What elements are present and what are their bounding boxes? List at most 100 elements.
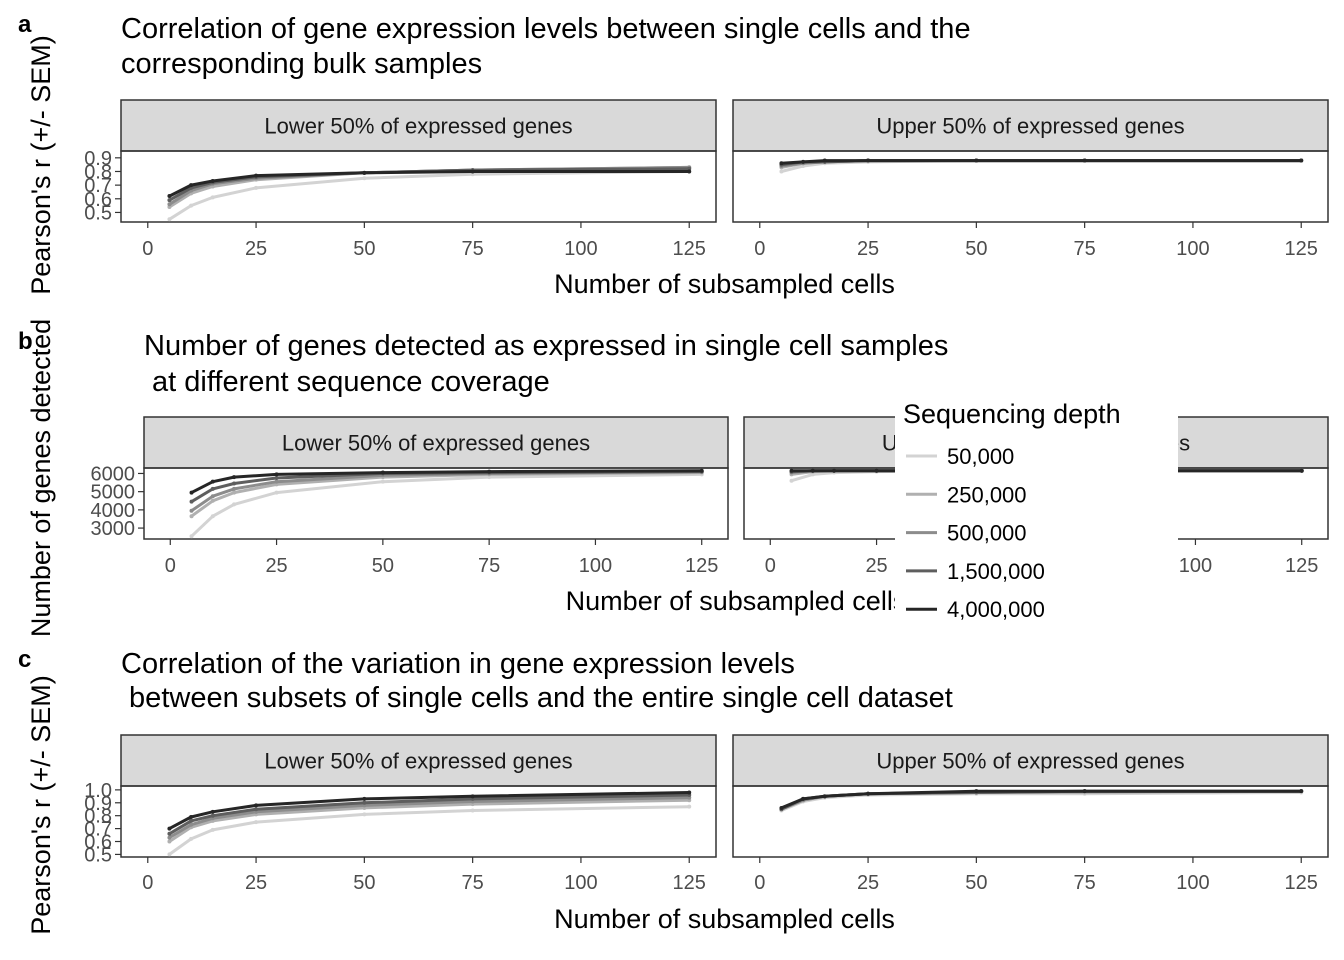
data-point bbox=[189, 514, 194, 519]
panel-title: between subsets of single cells and the … bbox=[121, 682, 953, 714]
facet-strip-label: Lower 50% of expressed genes bbox=[282, 431, 590, 456]
data-point bbox=[232, 475, 237, 480]
data-point bbox=[167, 835, 172, 840]
y-tick-label: 0.7 bbox=[84, 819, 112, 841]
data-point bbox=[801, 796, 806, 801]
x-tick-label: 25 bbox=[265, 555, 287, 577]
y-tick-label: 0.6 bbox=[84, 832, 112, 854]
plot-area bbox=[732, 785, 1329, 858]
x-tick-label: 75 bbox=[1074, 238, 1096, 260]
panel-title: at different sequence coverage bbox=[144, 366, 550, 398]
x-tick-label: 25 bbox=[865, 555, 887, 577]
data-point bbox=[274, 479, 279, 484]
facet-strip bbox=[732, 99, 1329, 152]
plot-area bbox=[120, 150, 717, 223]
x-tick-label: 50 bbox=[372, 555, 394, 577]
data-point bbox=[210, 195, 215, 200]
panel-a: a Correlation of gene expression levels b… bbox=[18, 11, 1329, 299]
data-point bbox=[232, 486, 237, 491]
data-point bbox=[167, 852, 172, 857]
facet-lower: Lower 50% of expressed genes 0 25 50 75 100 12… bbox=[84, 99, 717, 260]
plot-area bbox=[732, 150, 1329, 223]
data-point bbox=[189, 534, 194, 539]
panel-title: corresponding bulk samples bbox=[121, 48, 482, 80]
data-point bbox=[210, 809, 215, 814]
x-tick-label: 50 bbox=[353, 872, 375, 894]
data-point bbox=[470, 808, 475, 813]
y-tick-label: 0.9 bbox=[84, 793, 112, 815]
y-tick-label: 5000 bbox=[91, 482, 136, 504]
data-point bbox=[189, 508, 194, 513]
legend-title: Sequencing depth bbox=[903, 399, 1121, 429]
data-point bbox=[167, 217, 172, 222]
facet-strip-label: Upper 50% of expressed genes bbox=[876, 114, 1184, 139]
data-point bbox=[1299, 468, 1304, 473]
x-tick-label: 0 bbox=[142, 872, 153, 894]
y-axis-label: Pearson's r (+/- SEM) bbox=[26, 675, 56, 934]
y-tick-label: 1.0 bbox=[84, 780, 112, 802]
data-point bbox=[1082, 158, 1087, 163]
data-point bbox=[167, 839, 172, 844]
x-tick-label: 0 bbox=[754, 238, 765, 260]
data-point bbox=[1082, 789, 1087, 794]
x-tick-label: 125 bbox=[685, 555, 718, 577]
data-point bbox=[189, 814, 194, 819]
facet-lower: Lower 50% of expressed genes 0 25 50 75 100 12… bbox=[91, 416, 729, 577]
data-point bbox=[167, 198, 172, 203]
facet-upper: Upper 50% of expressed genes 0 25 50 75 100 12… bbox=[732, 99, 1329, 260]
panel-letter: c bbox=[18, 646, 31, 673]
data-point bbox=[189, 818, 194, 823]
facet-strip-label: Lower 50% of expressed genes bbox=[264, 749, 572, 774]
data-point bbox=[189, 499, 194, 504]
x-tick-label: 100 bbox=[579, 555, 612, 577]
data-point bbox=[822, 158, 827, 163]
facet-strip bbox=[120, 99, 717, 152]
x-tick-label: 125 bbox=[1285, 555, 1318, 577]
data-point bbox=[362, 796, 367, 801]
data-point bbox=[167, 194, 172, 199]
data-point bbox=[254, 820, 259, 825]
data-point bbox=[254, 173, 259, 178]
data-point bbox=[167, 826, 172, 831]
data-point bbox=[232, 490, 237, 495]
data-point bbox=[254, 185, 259, 190]
panel-letter: b bbox=[18, 328, 33, 355]
x-tick-label: 75 bbox=[462, 238, 484, 260]
data-point bbox=[687, 169, 692, 174]
x-tick-label: 50 bbox=[965, 872, 987, 894]
legend-label: 500,000 bbox=[947, 521, 1027, 546]
data-point bbox=[801, 159, 806, 164]
y-tick-label: 0.5 bbox=[84, 844, 112, 866]
x-tick-label: 75 bbox=[462, 872, 484, 894]
x-tick-label: 25 bbox=[857, 872, 879, 894]
y-tick-label: 0.7 bbox=[84, 175, 112, 197]
x-tick-label: 50 bbox=[353, 238, 375, 260]
x-tick-label: 25 bbox=[245, 872, 267, 894]
legend: Sequencing depth 50,000 250,000 500,000 1,50… bbox=[895, 390, 1178, 633]
data-point bbox=[832, 468, 837, 473]
x-axis-label: Number of subsampled cells bbox=[566, 586, 907, 616]
data-point bbox=[254, 807, 259, 812]
x-tick-label: 100 bbox=[1176, 872, 1209, 894]
data-point bbox=[789, 468, 794, 473]
data-point bbox=[779, 169, 784, 174]
panel-letter: a bbox=[18, 11, 32, 38]
y-axis-label: Number of genes detected bbox=[26, 319, 56, 637]
y-tick-label: 0.9 bbox=[84, 148, 112, 170]
facet-strip bbox=[120, 734, 717, 787]
data-point bbox=[210, 813, 215, 818]
data-point bbox=[810, 468, 815, 473]
panel-title: Correlation of gene expression levels be… bbox=[121, 13, 971, 45]
x-tick-label: 125 bbox=[1285, 872, 1318, 894]
series-line-500000 bbox=[168, 796, 690, 839]
data-point bbox=[362, 176, 367, 181]
x-axis-label: Number of subsampled cells bbox=[554, 904, 895, 934]
data-point bbox=[974, 158, 979, 163]
plot-area bbox=[120, 785, 717, 858]
x-tick-label: 125 bbox=[673, 238, 706, 260]
x-tick-label: 25 bbox=[857, 238, 879, 260]
legend-label: 1,500,000 bbox=[947, 559, 1045, 584]
data-point bbox=[210, 827, 215, 832]
legend-label: 4,000,000 bbox=[947, 597, 1045, 622]
data-point bbox=[699, 468, 704, 473]
